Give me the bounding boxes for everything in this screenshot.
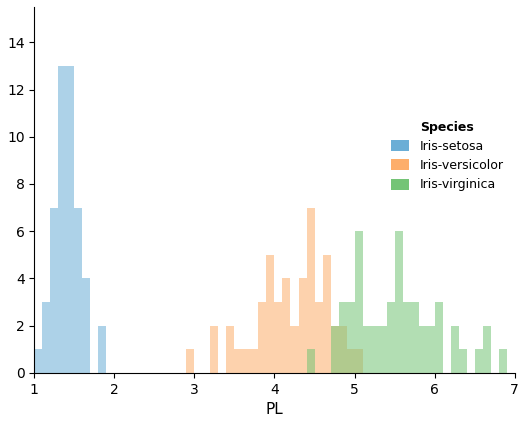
Legend: Iris-setosa, Iris-versicolor, Iris-virginica: Iris-setosa, Iris-versicolor, Iris-virgi… — [386, 116, 509, 196]
X-axis label: PL: PL — [266, 402, 284, 417]
Polygon shape — [34, 208, 514, 373]
Polygon shape — [34, 66, 514, 373]
Polygon shape — [34, 231, 514, 373]
